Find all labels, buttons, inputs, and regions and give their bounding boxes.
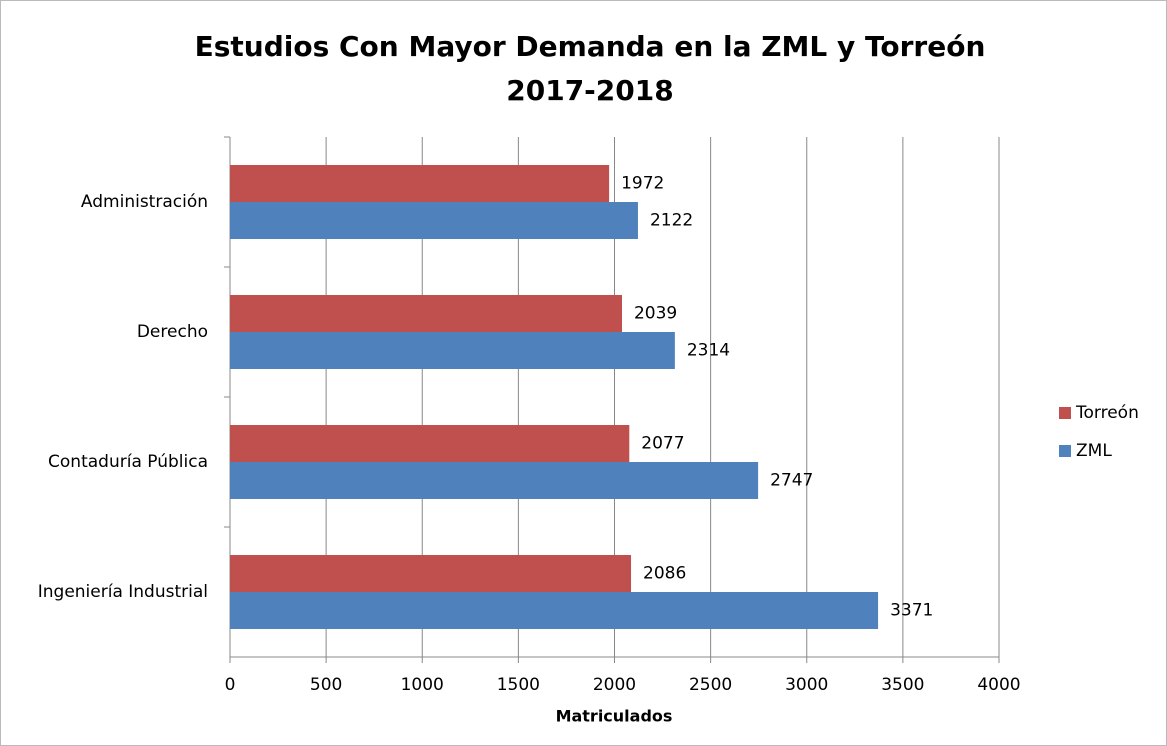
y-tick-label: Contaduría Pública: [48, 452, 208, 472]
bar: [230, 555, 632, 592]
legend-label: Torreón: [1075, 403, 1139, 423]
data-label: 2086: [643, 564, 686, 584]
data-label: 2077: [641, 434, 684, 454]
chart-title: Estudios Con Mayor Demanda en la ZML y T…: [195, 30, 986, 63]
y-tick-label: Administración: [81, 192, 208, 212]
y-tick-label: Derecho: [137, 322, 208, 342]
bar: [230, 165, 610, 202]
x-tick-label: 500: [310, 675, 342, 695]
data-label: 1972: [621, 174, 664, 194]
x-tick-label: 3000: [785, 675, 828, 695]
x-tick-label: 2000: [593, 675, 636, 695]
bar: [230, 592, 879, 629]
legend-label: ZML: [1076, 441, 1112, 461]
y-tick-label: Ingeniería Industrial: [38, 582, 208, 602]
x-tick-label: 4000: [977, 675, 1020, 695]
x-axis-label: Matriculados: [556, 707, 673, 726]
bar: [230, 202, 638, 239]
legend-swatch: [1059, 407, 1071, 419]
x-tick-label: 0: [225, 675, 236, 695]
bar: [230, 332, 675, 369]
legend-swatch: [1059, 445, 1071, 457]
bar: [230, 295, 622, 332]
data-label: 2314: [687, 341, 730, 361]
data-label: 3371: [890, 601, 933, 621]
x-tick-label: 1500: [497, 675, 540, 695]
data-label: 2747: [770, 471, 813, 491]
bar: [230, 425, 630, 462]
data-label: 2122: [650, 211, 693, 231]
bar: [230, 462, 759, 499]
chart-title: 2017-2018: [506, 74, 673, 107]
x-tick-label: 3500: [881, 675, 924, 695]
x-tick-label: 1000: [401, 675, 444, 695]
data-label: 2039: [634, 304, 677, 324]
x-tick-label: 2500: [689, 675, 732, 695]
